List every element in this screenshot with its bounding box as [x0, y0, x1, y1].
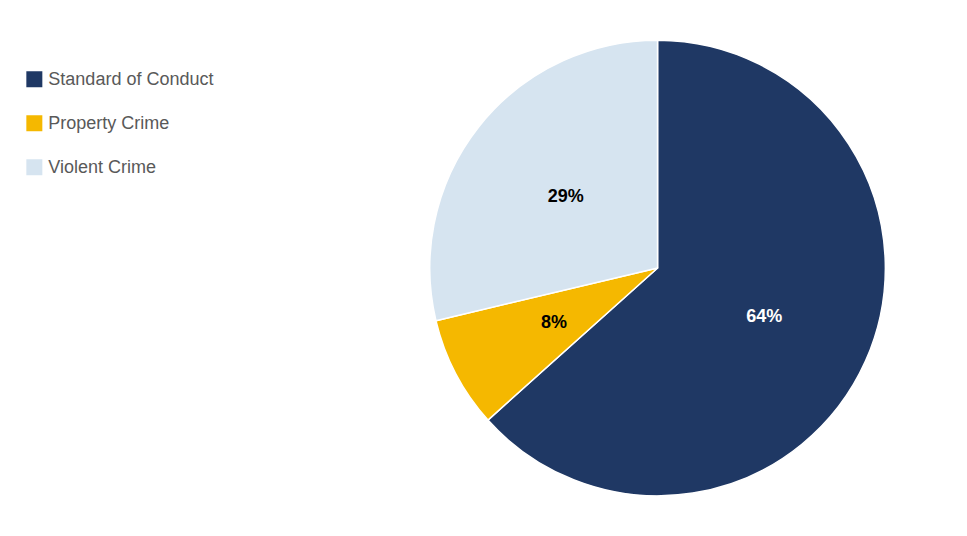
svg-text:Violent Crime: Violent Crime — [48, 157, 156, 177]
svg-text:64%: 64% — [746, 306, 782, 326]
svg-text:Standard of Conduct: Standard of Conduct — [48, 69, 213, 89]
svg-text:8%: 8% — [541, 312, 567, 332]
svg-text:29%: 29% — [548, 186, 584, 206]
svg-text:Property Crime: Property Crime — [48, 113, 169, 133]
